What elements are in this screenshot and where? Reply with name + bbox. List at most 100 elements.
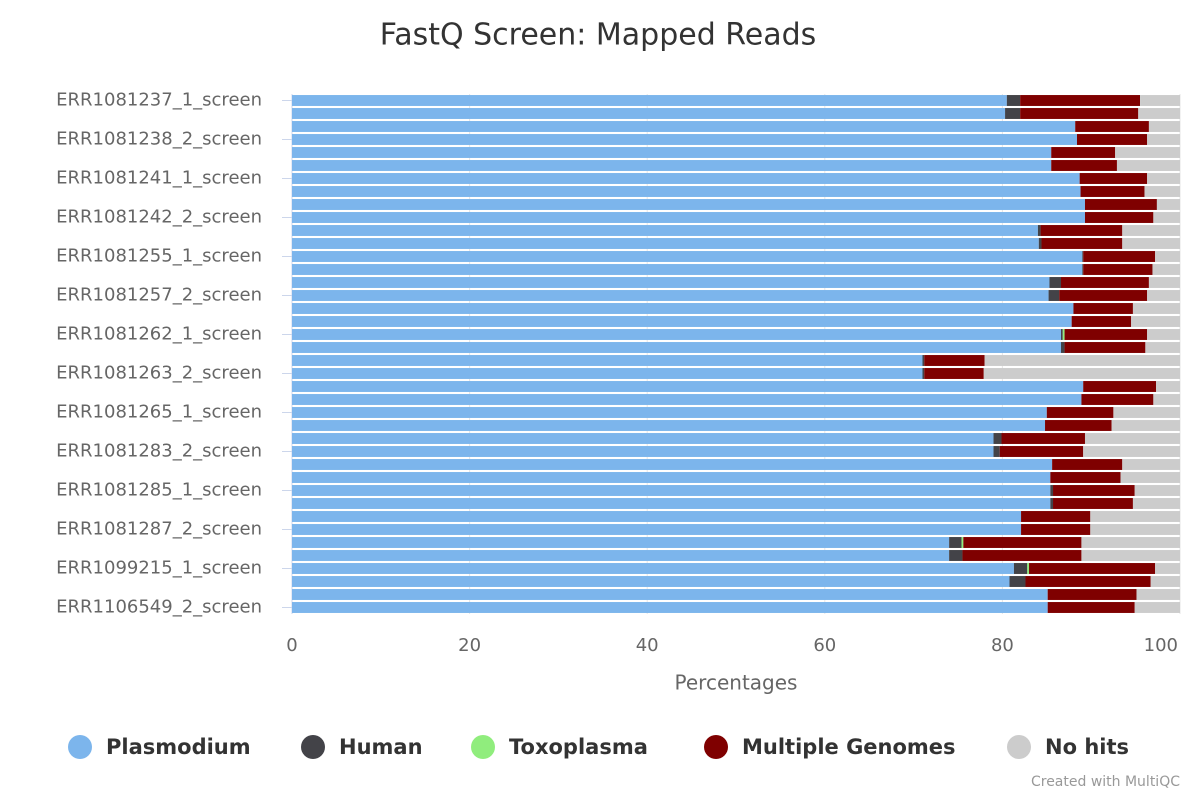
bar-segment xyxy=(1053,485,1135,496)
bar-segment xyxy=(1062,329,1065,340)
y-tick-label: ERR1081241_1_screen xyxy=(56,168,262,189)
bar-segment xyxy=(1005,108,1021,119)
bar-segment xyxy=(1156,199,1180,210)
bar-segment xyxy=(292,290,1049,301)
bar-segment xyxy=(1021,511,1091,522)
y-tick-label: ERR1106549_2_screen xyxy=(56,597,262,618)
bar-segment xyxy=(292,277,1050,288)
bar-segment xyxy=(962,550,1082,561)
bar-segment xyxy=(1116,160,1180,171)
bar-segment xyxy=(1155,563,1180,574)
bar-segment xyxy=(1131,316,1180,327)
legend-label: No hits xyxy=(1045,735,1129,759)
bar-segment xyxy=(922,368,925,379)
y-tick-label: ERR1081242_2_screen xyxy=(56,207,262,228)
y-tick-label: ERR1099215_1_screen xyxy=(56,558,262,579)
bar-segment xyxy=(1052,459,1123,470)
bar-segment xyxy=(1037,225,1041,236)
bar-segment xyxy=(1083,264,1153,275)
bar-segment xyxy=(1059,290,1148,301)
bar-segment xyxy=(1006,95,1021,106)
bar-segment xyxy=(1075,121,1149,132)
bar-segment xyxy=(292,368,923,379)
bar-segment xyxy=(1140,95,1180,106)
y-tick-label: ERR1081265_1_screen xyxy=(56,402,262,423)
bar-segment xyxy=(984,355,1180,366)
bar-segment xyxy=(1071,316,1132,327)
bar-segment xyxy=(1045,420,1112,431)
bar-segment xyxy=(1076,134,1148,145)
y-tick-label: ERR1081262_1_screen xyxy=(56,324,262,345)
bar-segment xyxy=(292,459,1053,470)
bar-segment xyxy=(983,368,1180,379)
bar-segment xyxy=(1134,485,1180,496)
legend-marker xyxy=(704,735,728,759)
bar-segment xyxy=(292,303,1074,314)
bar-segment xyxy=(292,498,1051,509)
bar-segment xyxy=(292,199,1085,210)
bar-segment xyxy=(292,550,950,561)
bar-segment xyxy=(292,251,1083,262)
bar-segment xyxy=(292,186,1081,197)
bar-segment xyxy=(292,511,1022,522)
bar-segment xyxy=(1153,212,1180,223)
bar-segment xyxy=(924,355,985,366)
y-tick-label: ERR1081283_2_screen xyxy=(56,441,262,462)
bar-segment xyxy=(292,446,994,457)
bar-segment xyxy=(1132,498,1180,509)
x-axis-title: Percentages xyxy=(675,671,798,695)
bar-segment xyxy=(292,316,1072,327)
bar-segment xyxy=(292,212,1085,223)
bar-segment xyxy=(292,342,1062,353)
bar-segment xyxy=(292,524,1022,535)
bar-segment xyxy=(1053,498,1133,509)
bar-segment xyxy=(292,355,923,366)
bar-segment xyxy=(993,433,1002,444)
bar-segment xyxy=(1080,186,1145,197)
x-tick-label: 0 xyxy=(286,635,297,656)
bar-segment xyxy=(292,602,1048,613)
bar-segment xyxy=(292,329,1062,340)
x-tick-label: 100 xyxy=(1144,635,1178,656)
bar-segment xyxy=(1122,225,1180,236)
bar-segment xyxy=(292,238,1039,249)
bar-segment xyxy=(963,537,1082,548)
bar-segment xyxy=(1148,121,1180,132)
bar-segment xyxy=(1048,290,1060,301)
bar-segment xyxy=(1064,329,1148,340)
y-tick-label: ERR1081257_2_screen xyxy=(56,285,262,306)
bar-segment xyxy=(961,537,964,548)
bar-segment xyxy=(292,485,1051,496)
bar-segment xyxy=(1061,342,1065,353)
bar-segment xyxy=(292,563,1014,574)
bar-segment xyxy=(292,407,1047,418)
bar-segment xyxy=(1152,264,1180,275)
legend-marker xyxy=(1007,735,1031,759)
bar-segment xyxy=(1134,602,1180,613)
bar-segment xyxy=(1041,238,1123,249)
bar-segment xyxy=(1090,511,1180,522)
bar-segment xyxy=(1051,160,1117,171)
bar-segment xyxy=(292,381,1084,392)
bar-segment xyxy=(1083,381,1157,392)
bar-segment xyxy=(1084,212,1154,223)
bar-segment xyxy=(993,446,1000,457)
bar-segment xyxy=(1145,342,1180,353)
bar-segment xyxy=(292,134,1077,145)
bar-segment xyxy=(292,225,1038,236)
bar-segment xyxy=(1148,277,1180,288)
bar-segment xyxy=(292,173,1080,184)
x-tick-label: 20 xyxy=(458,635,481,656)
legend-label: Plasmodium xyxy=(106,735,251,759)
bar-segment xyxy=(292,589,1048,600)
bar-segment xyxy=(1136,589,1180,600)
bar-segment xyxy=(1147,329,1180,340)
legend-marker xyxy=(68,735,92,759)
bar-segment xyxy=(292,147,1052,158)
x-tick-label: 40 xyxy=(636,635,659,656)
bar-segment xyxy=(1144,186,1180,197)
bar-segment xyxy=(292,108,1006,119)
legend-label: Human xyxy=(339,735,423,759)
bar-segment xyxy=(1027,563,1030,574)
bar-segment xyxy=(292,264,1083,275)
